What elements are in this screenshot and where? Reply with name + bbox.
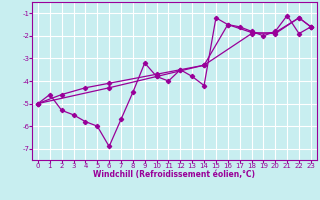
X-axis label: Windchill (Refroidissement éolien,°C): Windchill (Refroidissement éolien,°C)	[93, 170, 255, 179]
